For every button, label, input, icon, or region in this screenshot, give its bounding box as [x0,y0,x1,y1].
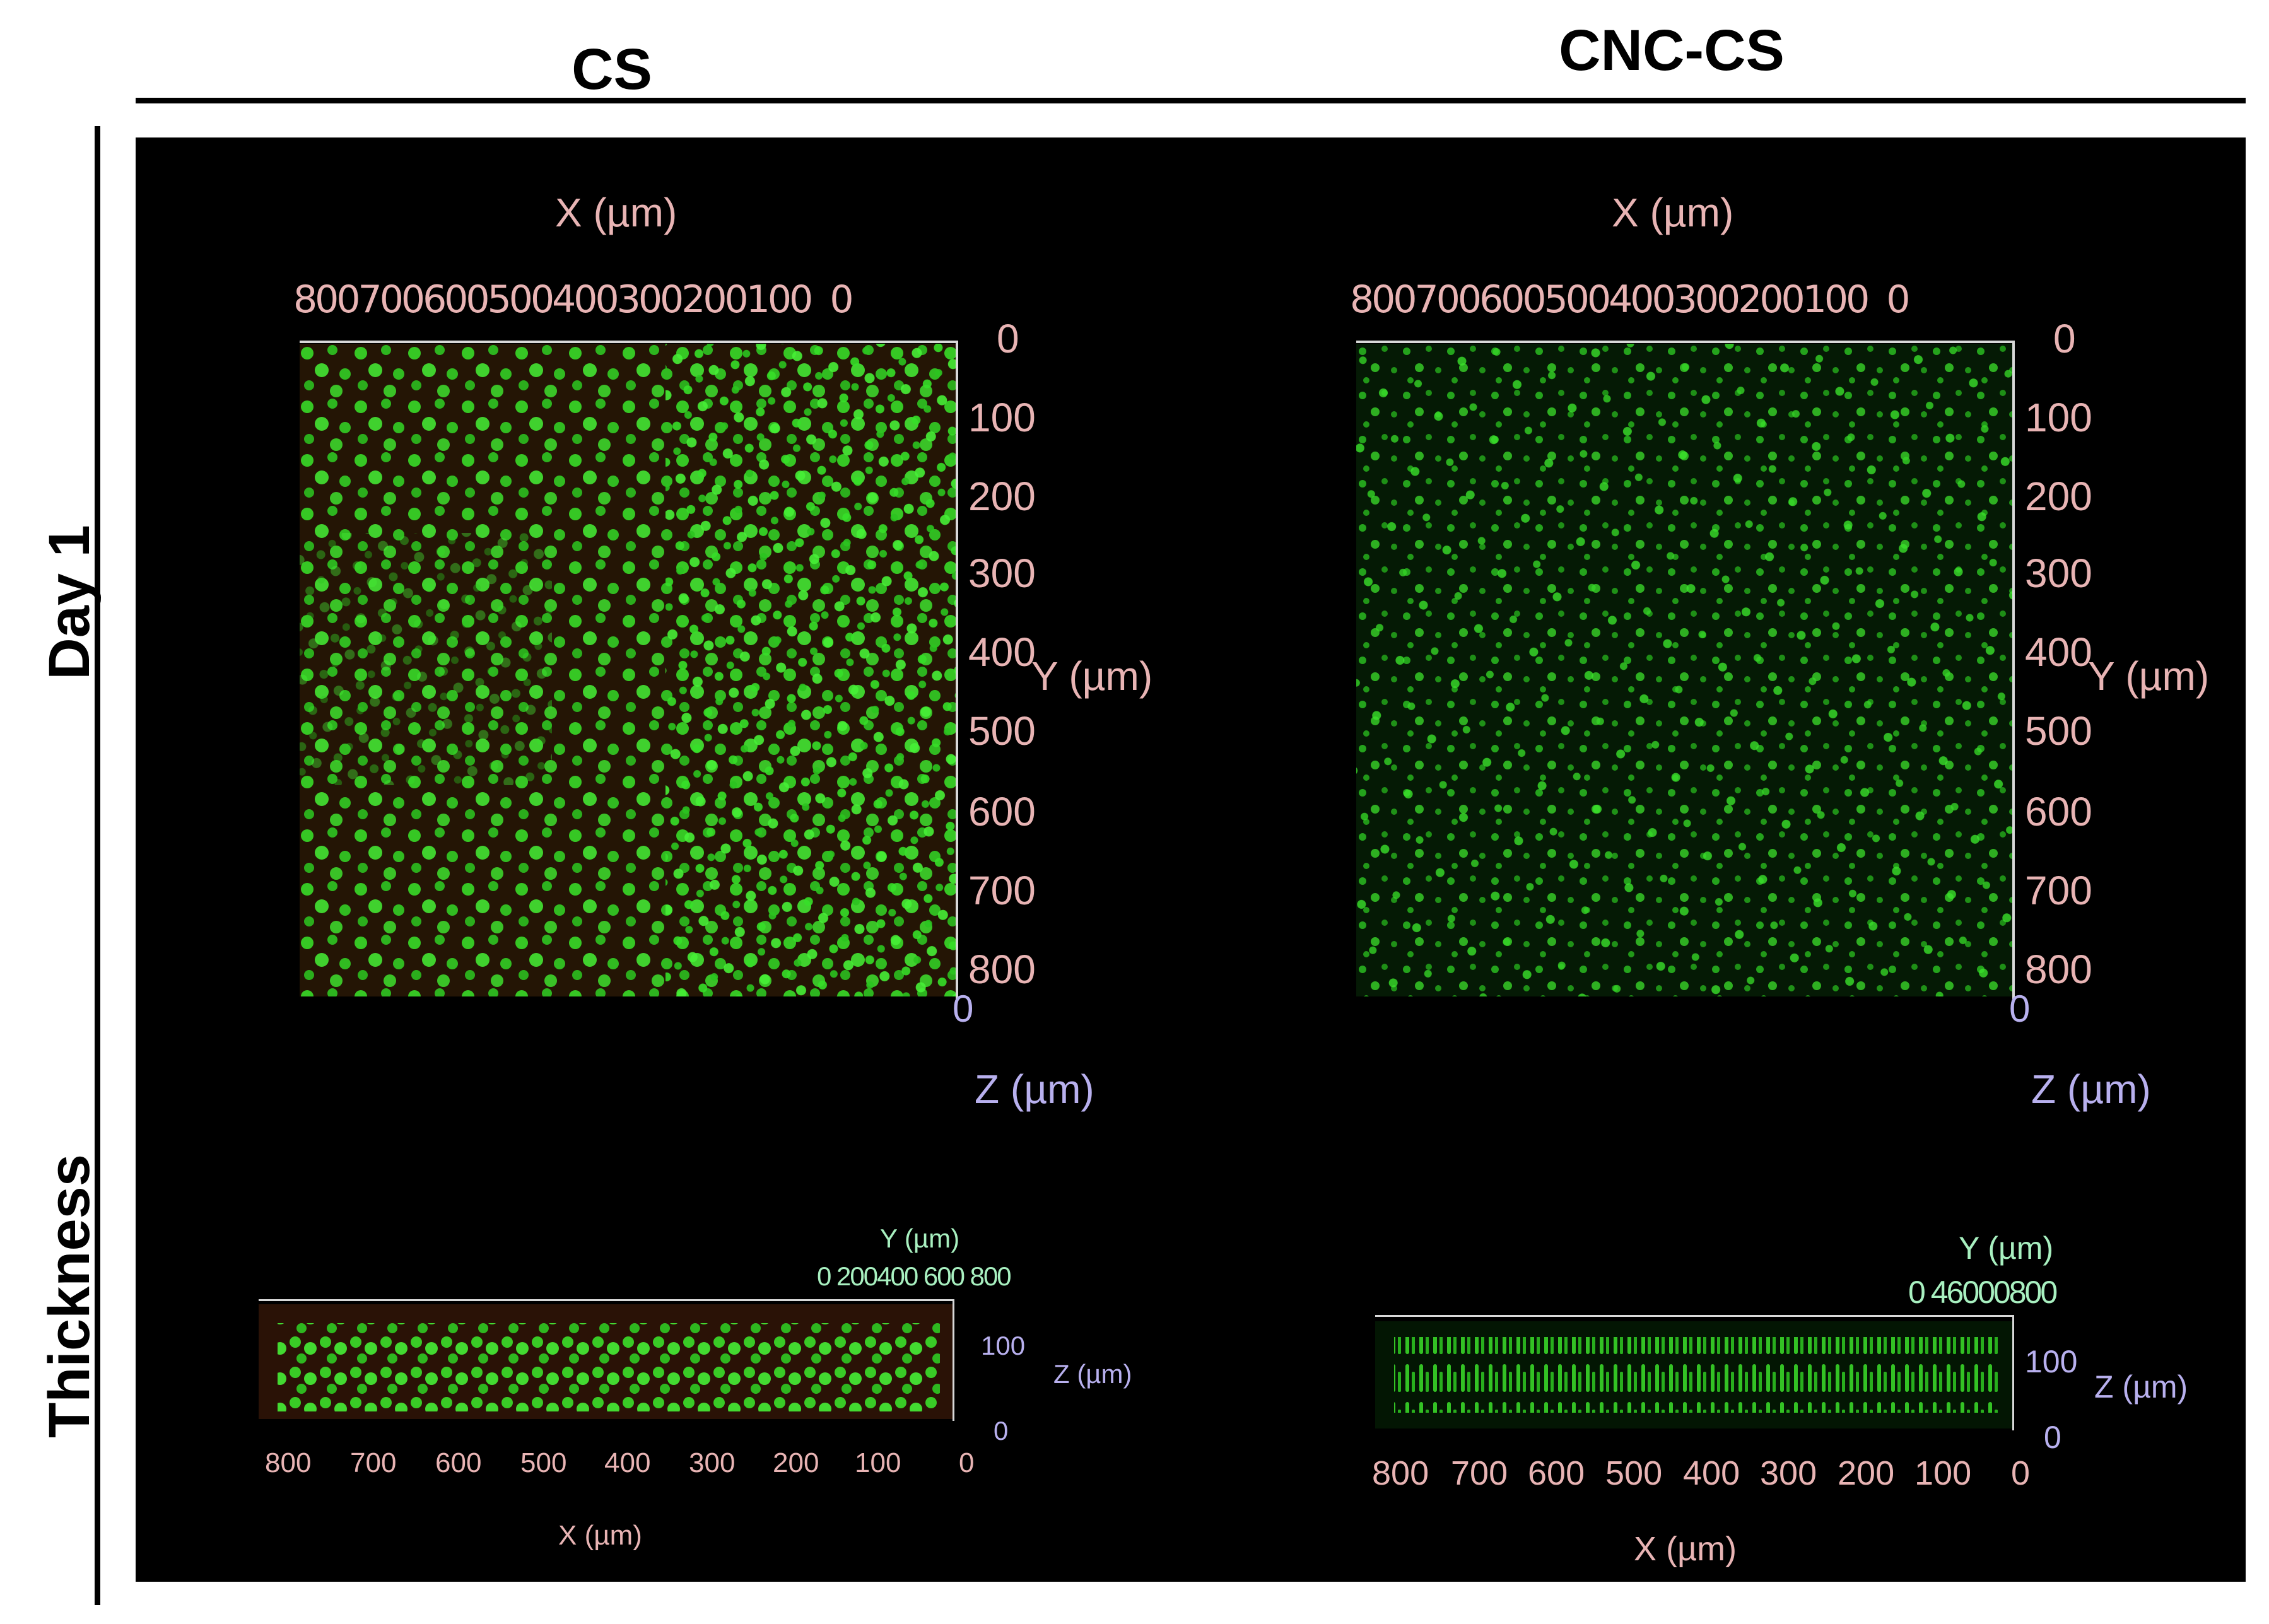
cnc-cs-top-z-tick: 0 [2009,988,2031,1030]
row-title-thickness: Thickness [37,1154,102,1438]
cnc-cs-thickness-z-axis-title: Z (µm) [2094,1369,2188,1405]
cnc-cs-top-frame [1356,341,2015,999]
column-title-cnc-cs: CNC-CS [1559,18,1785,83]
cs-thickness-y-axis-title: Y (µm) [880,1224,960,1253]
cnc-cs-top-z-axis-title: Z (µm) [2031,1066,2151,1112]
cs-top-x-axis-title: X (µm) [555,190,677,235]
cs-thickness-z-tick-100: 100 [981,1331,1026,1360]
cs-top-frame [300,341,958,999]
cnc-cs-thickness-fluorescence-image [1375,1321,2012,1428]
cs-thickness-z-axis-title: Z (µm) [1053,1359,1132,1389]
cs-thickness-fluorescence-image [259,1304,953,1419]
cs-top-y-axis-title: Y (µm) [1031,653,1153,699]
column-header-divider [136,98,2246,103]
row-title-day1: Day 1 [37,525,102,680]
cnc-cs-top-x-axis-title: X (µm) [1612,190,1734,235]
cnc-cs-top-y-axis-title: Y (µm) [2088,653,2210,699]
cs-top-z-axis-title: Z (µm) [975,1066,1094,1112]
cnc-cs-thickness-x-axis-title: X (µm) [1634,1530,1737,1568]
cnc-cs-thickness-y-axis-title: Y (µm) [1959,1230,2054,1266]
cs-thickness-frame [259,1299,954,1421]
cnc-cs-thickness-z-tick-100: 100 [2025,1344,2078,1379]
cs-thickness-x-axis-title: X (µm) [558,1520,642,1551]
cnc-cs-thickness-z-tick-0: 0 [2044,1420,2061,1455]
cs-top-fluorescence-image [300,344,956,996]
row-header-divider [95,126,100,1605]
cnc-cs-top-x-tick-labels: 800700600500400300200100 0 [1350,277,1911,322]
column-title-cs: CS [572,37,652,102]
cs-top-z-tick: 0 [953,988,974,1030]
cnc-cs-thickness-y-ticks: 0 46000800 [1908,1275,2058,1310]
cs-top-x-tick-labels: 800700600500400300200100 0 [293,277,854,322]
cs-thickness-y-ticks: 0 200400 600 800 [817,1261,1012,1291]
cnc-cs-thickness-frame [1375,1315,2014,1430]
cs-thickness-z-tick-0: 0 [994,1416,1009,1446]
cnc-cs-top-fluorescence-image [1356,344,2012,996]
